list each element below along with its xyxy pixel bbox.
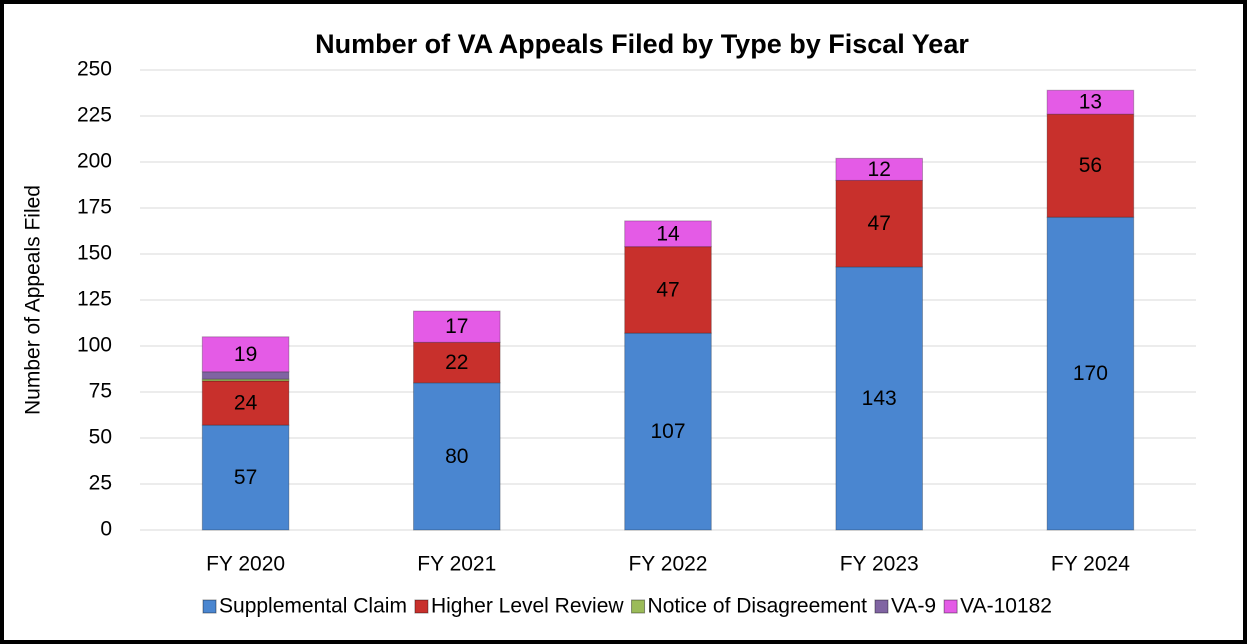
- y-tick-label: 100: [77, 334, 112, 357]
- legend-label: VA-9: [891, 595, 936, 618]
- y-tick-label: 175: [77, 196, 112, 219]
- x-tick-label: FY 2020: [206, 553, 285, 576]
- data-label: 24: [234, 392, 258, 415]
- bar-segment: [413, 382, 501, 531]
- legend-label: VA-10182: [960, 595, 1052, 618]
- bar-segment: [201, 424, 290, 531]
- y-tick-label: 200: [77, 150, 112, 173]
- legend-swatch: [874, 599, 889, 614]
- data-label: 47: [656, 278, 679, 301]
- legend-label: Higher Level Review: [431, 595, 624, 618]
- legend: Supplemental Claim Higher Level Review Not…: [202, 595, 1052, 618]
- data-label: 47: [868, 212, 891, 235]
- bar-segment: [624, 220, 712, 248]
- y-tick-label: 75: [89, 380, 112, 403]
- bar-segment: [201, 380, 290, 426]
- bar-segment: [1046, 113, 1135, 218]
- legend-swatch: [943, 599, 958, 614]
- data-label: 80: [445, 445, 468, 468]
- legend-swatch: [414, 599, 429, 614]
- data-label: 22: [445, 351, 468, 374]
- data-label: 14: [656, 222, 680, 245]
- y-tick-label: 250: [77, 58, 112, 81]
- bar-segment: [624, 246, 712, 334]
- legend-swatch: [631, 599, 646, 614]
- legend-swatch: [202, 599, 217, 614]
- data-label: 57: [234, 466, 257, 489]
- bar-segment: [1046, 89, 1135, 115]
- bar-segment: [1046, 216, 1135, 531]
- chart-title: Number of VA Appeals Filed by Type by Fi…: [315, 29, 969, 59]
- bar-segment: [835, 266, 923, 531]
- y-tick-label: 50: [89, 426, 112, 449]
- data-label: 170: [1073, 362, 1108, 385]
- y-tick-label: 25: [89, 472, 112, 495]
- bar-segment: [413, 341, 501, 384]
- data-label: 107: [650, 420, 685, 443]
- data-label: 13: [1079, 91, 1102, 114]
- y-tick-label: 0: [100, 518, 112, 541]
- bar-segment: [201, 336, 290, 373]
- data-label: 56: [1079, 154, 1102, 177]
- data-label: 143: [862, 387, 897, 410]
- legend-label: Notice of Disagreement: [648, 595, 868, 618]
- bar-segment: [201, 371, 290, 380]
- y-tick-label: 125: [77, 288, 112, 311]
- legend-label: Supplemental Claim: [219, 595, 407, 618]
- bar-segment: [413, 310, 501, 343]
- y-tick-label: 225: [77, 104, 112, 127]
- x-tick-label: FY 2021: [417, 553, 496, 576]
- bar-segment: [835, 179, 923, 268]
- y-tick-label: 150: [77, 242, 112, 265]
- data-label: 12: [868, 158, 891, 181]
- data-label: 19: [234, 343, 257, 366]
- x-tick-label: FY 2022: [628, 553, 707, 576]
- bar-segment: [835, 157, 923, 181]
- data-label: 17: [445, 315, 468, 338]
- x-tick-label: FY 2024: [1051, 553, 1130, 576]
- y-axis-title: Number of Appeals Filed: [22, 185, 45, 415]
- x-tick-label: FY 2023: [840, 553, 919, 576]
